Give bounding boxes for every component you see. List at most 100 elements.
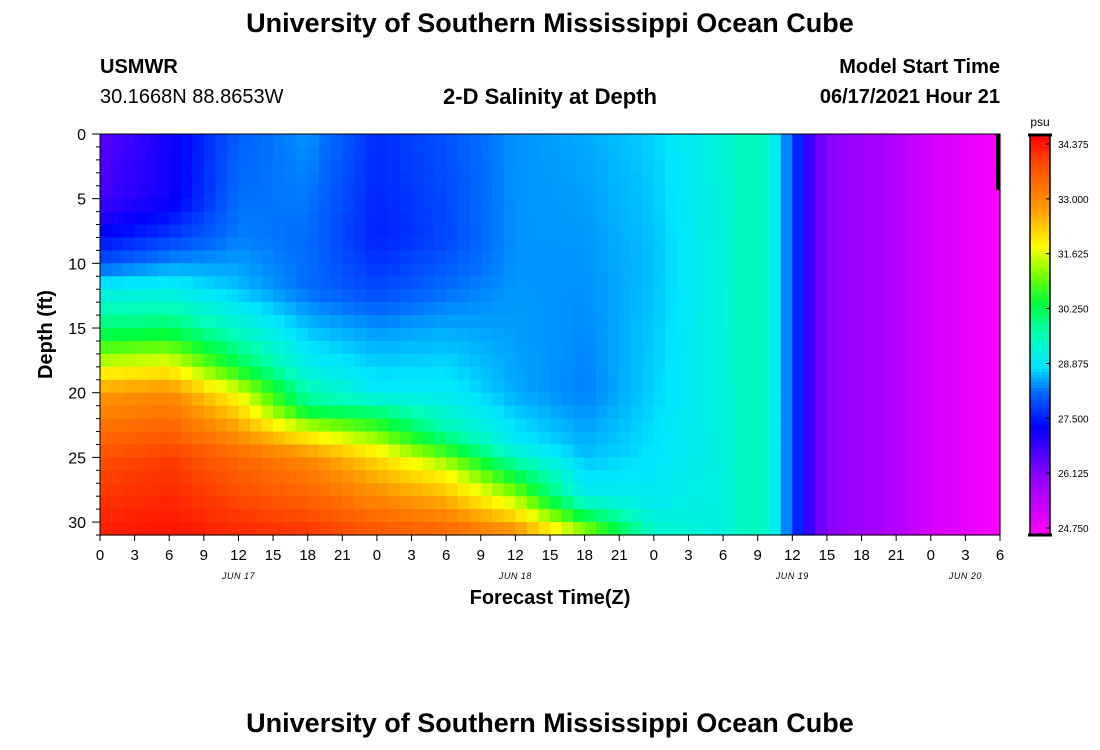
- heatmap-cell: [365, 431, 378, 446]
- colorbar-tick-label: 34.375: [1058, 140, 1089, 151]
- heatmap-cell: [353, 134, 366, 148]
- colorbar-segment: [1030, 201, 1050, 206]
- heatmap-cell: [688, 289, 701, 303]
- heatmap-cell: [665, 250, 678, 264]
- heatmap-cell: [226, 237, 240, 252]
- heatmap-cell: [434, 289, 447, 303]
- heatmap-cell: [976, 237, 990, 252]
- heatmap-cell: [619, 340, 632, 355]
- heatmap-cell: [607, 263, 620, 277]
- heatmap-cell: [215, 315, 228, 329]
- heatmap-cell: [734, 146, 747, 161]
- heatmap-cell: [584, 379, 597, 394]
- heatmap-cell: [826, 431, 840, 446]
- heatmap-cell: [238, 172, 251, 187]
- heatmap-cell: [284, 328, 297, 342]
- heatmap-cell: [942, 405, 955, 420]
- heatmap-cell: [607, 302, 620, 316]
- heatmap-cell: [180, 146, 193, 161]
- heatmap-cell: [250, 340, 263, 355]
- heatmap-cell: [423, 379, 436, 394]
- heatmap-cell: [296, 353, 309, 368]
- heatmap-cell: [942, 328, 955, 342]
- heatmap-cell: [746, 276, 759, 290]
- heatmap-cell: [342, 470, 355, 484]
- heatmap-cell: [573, 172, 586, 187]
- colorbar-segment: [1030, 505, 1050, 509]
- heatmap-cell: [423, 146, 436, 161]
- heatmap-cell: [423, 159, 436, 174]
- heatmap-cell: [561, 224, 574, 239]
- heatmap-cell: [873, 276, 886, 290]
- heatmap-cell: [861, 237, 874, 252]
- heatmap-cell: [157, 146, 170, 161]
- heatmap-cell: [146, 250, 159, 264]
- heatmap-cell: [111, 444, 124, 458]
- heatmap-cell: [157, 366, 170, 381]
- heatmap-cell: [146, 457, 159, 471]
- heatmap-cell: [261, 444, 274, 458]
- colorbar-segment: [1030, 165, 1050, 169]
- heatmap-cell: [953, 470, 966, 484]
- heatmap-cell: [146, 276, 159, 290]
- heatmap-cell: [919, 185, 932, 200]
- colorbar-segment: [1030, 321, 1050, 326]
- colorbar-segment: [1030, 445, 1050, 449]
- heatmap-cell: [319, 353, 332, 368]
- heatmap-cell: [123, 431, 136, 446]
- heatmap-cell: [873, 289, 886, 303]
- heatmap-cell: [757, 405, 770, 420]
- heatmap-cell: [734, 237, 747, 252]
- heatmap-cell: [307, 444, 320, 458]
- heatmap-cell: [296, 250, 309, 264]
- heatmap-cell: [965, 289, 978, 303]
- heatmap-cell: [757, 211, 770, 226]
- heatmap-cell: [273, 159, 286, 174]
- heatmap-cell: [976, 483, 990, 497]
- heatmap-cell: [861, 366, 874, 381]
- heatmap-cell: [700, 289, 713, 303]
- heatmap-cell: [538, 185, 551, 200]
- heatmap-cell: [353, 328, 366, 342]
- heatmap-cell: [803, 302, 816, 316]
- heatmap-cell: [123, 134, 136, 148]
- colorbar-segment: [1030, 405, 1050, 409]
- heatmap-cell: [642, 185, 655, 200]
- heatmap-cell: [215, 366, 228, 381]
- heatmap-cell: [446, 340, 459, 355]
- heatmap-cell: [976, 509, 990, 523]
- heatmap-cell: [700, 470, 713, 484]
- heatmap-cell: [780, 431, 793, 446]
- heatmap-cell: [826, 211, 840, 226]
- heatmap-cell: [803, 263, 816, 277]
- heatmap-cell: [792, 185, 805, 200]
- heatmap-cell: [169, 263, 182, 277]
- heatmap-cell: [596, 224, 609, 239]
- heatmap-cell: [215, 392, 228, 407]
- heatmap-cell: [700, 328, 713, 342]
- heatmap-cell: [607, 379, 620, 394]
- heatmap-cell: [723, 457, 736, 471]
- heatmap-cell: [261, 134, 274, 148]
- heatmap-cell: [342, 509, 355, 523]
- heatmap-cell: [180, 496, 193, 510]
- heatmap-cell: [192, 302, 205, 316]
- heatmap-cell: [953, 353, 966, 368]
- heatmap-cell: [526, 392, 540, 407]
- heatmap-cell: [226, 315, 240, 329]
- heatmap-cell: [676, 328, 690, 342]
- heatmap-cell: [907, 198, 920, 213]
- heatmap-cell: [653, 470, 666, 484]
- heatmap-cell: [988, 444, 1001, 458]
- heatmap-cell: [826, 470, 840, 484]
- heatmap-cell: [526, 224, 540, 239]
- heatmap-cell: [226, 302, 240, 316]
- heatmap-cell: [976, 392, 990, 407]
- heatmap-cell: [342, 134, 355, 148]
- heatmap-cell: [400, 483, 413, 497]
- heatmap-cell: [250, 509, 263, 523]
- heatmap-cell: [169, 496, 182, 510]
- heatmap-cell: [665, 134, 678, 148]
- colorbar-segment: [1030, 281, 1050, 286]
